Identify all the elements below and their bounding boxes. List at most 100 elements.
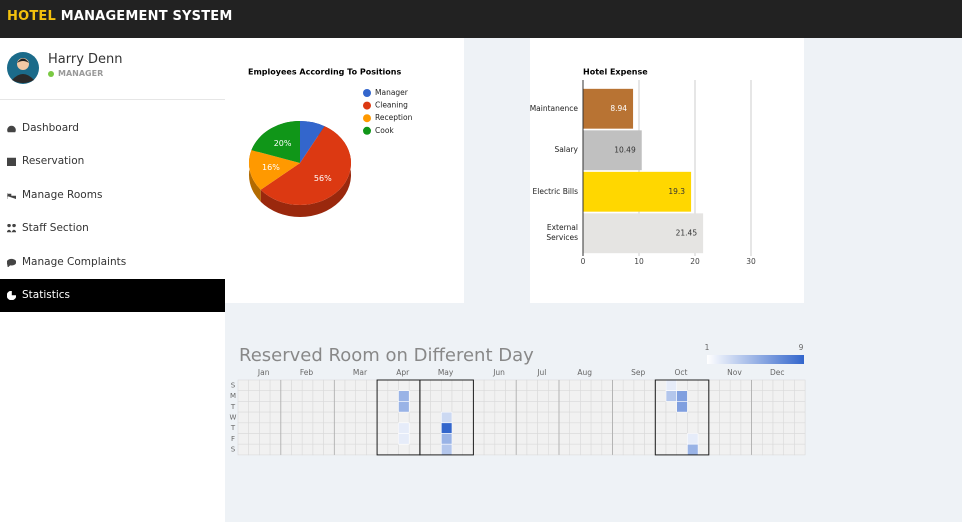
calendar-cell xyxy=(280,422,292,434)
brand-rest: MANAGEMENT SYSTEM xyxy=(60,9,233,24)
calendar-cell xyxy=(237,379,249,391)
calendar-cell xyxy=(237,443,249,456)
calendar-cell xyxy=(569,433,581,445)
calendar-day xyxy=(398,401,410,413)
calendar-day xyxy=(440,422,453,434)
calendar-cell xyxy=(515,390,528,402)
calendar-cell xyxy=(740,379,752,391)
month-label: Feb xyxy=(300,368,314,377)
calendar-cell xyxy=(419,401,431,413)
nav-item[interactable]: Statistics xyxy=(0,279,225,312)
nav-item[interactable]: Dashboard xyxy=(0,112,225,145)
calendar-cell xyxy=(259,379,271,391)
nav-label: Staff Section xyxy=(22,222,89,235)
month-label: Apr xyxy=(396,368,410,377)
top-bar: HOTEL MANAGEMENT SYSTEM xyxy=(0,0,962,38)
calendar-cell xyxy=(259,411,271,424)
legend-label: Manager xyxy=(375,88,409,97)
calendar-cell xyxy=(697,443,710,456)
calendar-cell xyxy=(430,443,442,456)
calendar-cell xyxy=(687,379,699,391)
calendar-cell xyxy=(708,401,720,413)
calendar-cell xyxy=(494,401,506,413)
calendar-cell xyxy=(355,422,367,434)
calendar-cell xyxy=(537,433,549,445)
calendar-cell xyxy=(269,433,282,445)
calendar-cell xyxy=(333,422,346,434)
calendar-cell xyxy=(515,422,528,434)
calendar-cell xyxy=(483,422,496,434)
calendar-cell xyxy=(376,422,389,434)
day-label: W xyxy=(230,413,237,421)
calendar-cell xyxy=(761,390,774,402)
calendar-cell xyxy=(366,379,378,391)
calendar-cell xyxy=(580,390,592,402)
calendar-cell xyxy=(633,422,645,434)
calendar-cell xyxy=(473,401,485,413)
calendar-day xyxy=(676,401,688,413)
nav-icon-shape xyxy=(7,192,16,199)
calendar-cell xyxy=(451,422,463,434)
calendar-cell xyxy=(569,401,581,413)
nav-icon-shape xyxy=(7,258,16,267)
nav-item[interactable]: Manage Complaints xyxy=(0,246,225,279)
calendar-cell xyxy=(451,390,463,402)
calendar-cell xyxy=(622,401,635,413)
calendar-cell xyxy=(312,422,324,434)
calendar-cell xyxy=(612,411,624,424)
calendar-day xyxy=(687,443,699,456)
calendar-cell xyxy=(612,401,624,413)
calendar-cell xyxy=(269,401,282,413)
calendar-cell xyxy=(259,401,271,413)
calendar-cell xyxy=(772,401,784,413)
calendar-cell xyxy=(794,390,806,402)
calendar-cell xyxy=(783,390,795,402)
calendar-cell xyxy=(569,390,581,402)
calendar-cell xyxy=(248,422,260,434)
calendar-cell xyxy=(537,422,549,434)
month-outline xyxy=(654,379,710,456)
nav-item[interactable]: Reservation xyxy=(0,145,225,178)
legend-max: 9 xyxy=(799,343,804,352)
calendar-cell xyxy=(323,401,335,413)
calendar-cell xyxy=(408,379,421,391)
calendar-cell xyxy=(483,443,496,456)
calendar-cell xyxy=(708,379,720,391)
calendar-cell xyxy=(483,433,496,445)
slice-label: 16% xyxy=(262,163,280,172)
calendar-cell xyxy=(612,390,624,402)
nav-item[interactable]: Staff Section xyxy=(0,212,225,245)
nav-icon xyxy=(7,224,16,233)
calendar-cell xyxy=(515,433,528,445)
calendar-cell xyxy=(558,422,570,434)
nav-label: Reservation xyxy=(22,155,85,168)
calendar-cell xyxy=(430,379,442,391)
calendar-cell xyxy=(419,443,431,456)
calendar-cell xyxy=(494,422,506,434)
calendar-cell xyxy=(729,390,742,402)
calendar-cell xyxy=(398,411,410,424)
nav-icon-shape xyxy=(7,158,16,167)
calendar-cell xyxy=(419,390,431,402)
calendar-cell xyxy=(580,443,592,456)
calendar-cell xyxy=(590,401,603,413)
calendar-cell xyxy=(547,433,560,445)
calendar-cell xyxy=(783,422,795,434)
calendar-cell xyxy=(505,401,517,413)
calendar-cell xyxy=(580,411,592,424)
calendar-cell xyxy=(505,411,517,424)
calendar-cell xyxy=(622,422,635,434)
calendar-cell xyxy=(333,411,346,424)
brand-highlight: HOTEL xyxy=(7,9,56,24)
calendar-cell xyxy=(387,411,399,424)
calendar-cell xyxy=(558,379,570,391)
nav-item[interactable]: Manage Rooms xyxy=(0,179,225,212)
calendar-cell xyxy=(783,433,795,445)
color-legend xyxy=(707,355,804,364)
calendar-cell xyxy=(483,401,496,413)
calendar-cell xyxy=(708,433,720,445)
calendar-cell xyxy=(408,411,421,424)
calendar-cell xyxy=(526,433,538,445)
calendar-cell xyxy=(697,433,710,445)
